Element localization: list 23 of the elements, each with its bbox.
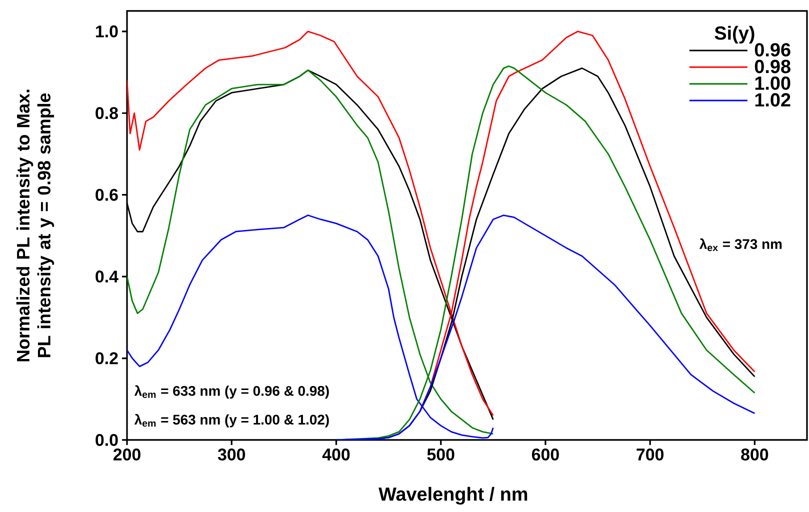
x-tick-label: 700 (636, 448, 664, 461)
y-tick-label: 0.8 (96, 107, 118, 120)
y-tick-label: 0.6 (96, 188, 118, 201)
x-tick-label: 800 (741, 448, 768, 461)
x-tick-label: 200 (113, 448, 140, 461)
y-axis-title: Normalized PL intensity to Max. PL intensity at y = 0.98 sample (16, 90, 54, 362)
x-tick-label: 400 (322, 448, 350, 461)
annotation: λ$_{em}$ = 633 nm (y = 0.96 & 0.98) (134, 385, 329, 399)
y-tick-label: 1.0 (96, 25, 118, 38)
x-tick-label: 600 (532, 448, 559, 461)
legend-label: 1.00 (755, 76, 790, 90)
legend-label: 1.02 (755, 93, 790, 107)
annotation: λ$_{em}$ = 563 nm (y = 1.00 & 1.02) (134, 414, 329, 428)
annotation: λ$_{ex}$ = 373 nm (699, 238, 782, 252)
legend-title: Si(y) (714, 26, 754, 44)
y-tick-label: 0.4 (96, 270, 118, 283)
y-tick-label: 0.0 (96, 434, 118, 446)
legend-label: 0.96 (754, 43, 790, 56)
x-tick-label: 500 (427, 448, 454, 461)
x-axis-title: Wavelenght / nm (378, 486, 528, 505)
legend-label: 0.98 (754, 60, 790, 74)
y-tick-label: 0.2 (96, 352, 118, 364)
x-tick-label: 300 (218, 448, 246, 461)
